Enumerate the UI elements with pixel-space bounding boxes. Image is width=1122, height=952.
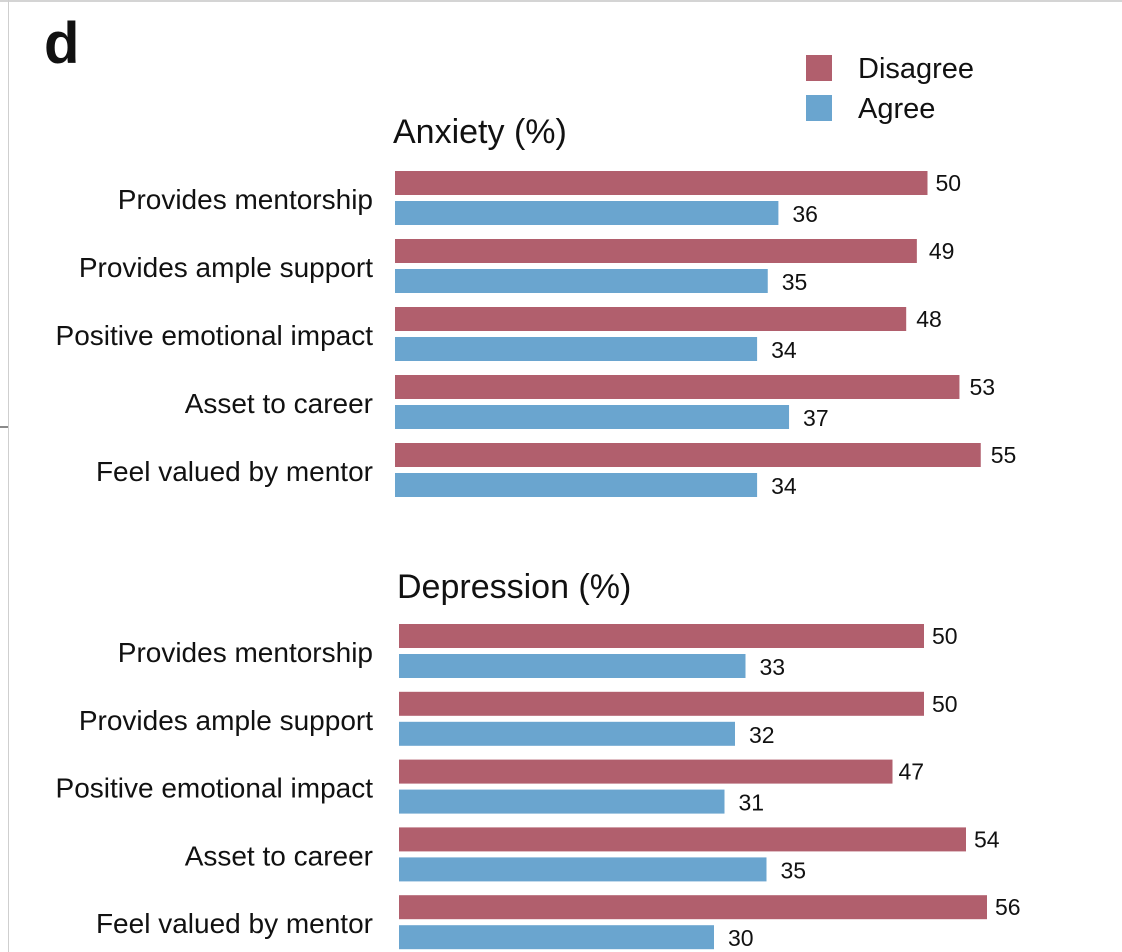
depression-bar-disagree — [399, 827, 966, 852]
left-tick-mark — [0, 426, 8, 428]
anxiety-bar-disagree — [395, 443, 981, 467]
anxiety-category-label: Provides mentorship — [118, 184, 373, 215]
left-border — [8, 0, 9, 952]
anxiety-data-label-agree: 35 — [782, 269, 808, 295]
depression-data-label-agree: 31 — [739, 790, 765, 816]
legend-label-disagree: Disagree — [858, 53, 974, 85]
anxiety-bar-disagree — [395, 171, 928, 195]
depression-bar-agree — [399, 721, 735, 746]
depression-category-label: Feel valued by mentor — [96, 908, 373, 939]
anxiety-bar-disagree — [395, 307, 907, 331]
anxiety-data-label-disagree: 49 — [929, 238, 955, 264]
anxiety-bar-agree — [395, 405, 790, 429]
depression-data-label-agree: 30 — [728, 925, 754, 951]
anxiety-bar-disagree — [395, 375, 960, 399]
depression-bar-agree — [399, 925, 714, 950]
anxiety-category-label: Positive emotional impact — [56, 320, 374, 351]
anxiety-category-label: Asset to career — [185, 388, 373, 419]
depression-bar-disagree — [399, 895, 987, 920]
legend-swatch-agree — [806, 95, 832, 121]
top-border — [0, 0, 1122, 2]
depression-data-label-disagree: 56 — [995, 894, 1021, 920]
depression-bar-disagree — [399, 691, 924, 716]
panel-label: d — [44, 11, 80, 76]
depression-data-label-agree: 32 — [749, 722, 775, 748]
anxiety-bar-agree — [395, 269, 768, 293]
depression-bar-disagree — [399, 624, 924, 648]
anxiety-chart-title: Anxiety (%) — [393, 113, 567, 151]
anxiety-bar-agree — [395, 201, 779, 225]
depression-data-label-agree: 33 — [760, 654, 786, 680]
anxiety-bar-disagree — [395, 239, 917, 263]
anxiety-data-label-agree: 37 — [803, 405, 829, 431]
anxiety-data-label-disagree: 48 — [916, 306, 942, 332]
legend-swatch-disagree — [806, 55, 832, 81]
anxiety-data-label-agree: 36 — [792, 201, 818, 227]
anxiety-category-label: Provides ample support — [79, 252, 373, 283]
depression-bar-agree — [399, 654, 746, 678]
depression-bar-agree — [399, 857, 767, 882]
depression-bar-disagree — [399, 759, 893, 784]
depression-bar-agree — [399, 789, 725, 814]
anxiety-data-label-disagree: 55 — [991, 442, 1017, 468]
depression-category-label: Provides ample support — [79, 705, 373, 736]
anxiety-data-label-agree: 34 — [771, 473, 797, 499]
depression-data-label-disagree: 54 — [974, 826, 1000, 852]
anxiety-bar-agree — [395, 473, 758, 497]
depression-data-label-disagree: 47 — [899, 759, 925, 785]
depression-category-label: Provides mentorship — [118, 637, 373, 668]
depression-category-label: Asset to career — [185, 840, 373, 871]
anxiety-category-label: Feel valued by mentor — [96, 456, 373, 487]
depression-data-label-disagree: 50 — [932, 623, 958, 649]
anxiety-data-label-disagree: 50 — [936, 170, 962, 196]
anxiety-bar-agree — [395, 337, 758, 361]
anxiety-data-label-agree: 34 — [771, 337, 797, 363]
depression-data-label-disagree: 50 — [932, 691, 958, 717]
anxiety-data-label-disagree: 53 — [969, 374, 995, 400]
depression-chart-title: Depression (%) — [397, 568, 631, 606]
depression-category-label: Positive emotional impact — [56, 773, 374, 804]
legend-label-agree: Agree — [858, 93, 935, 125]
depression-data-label-agree: 35 — [781, 857, 807, 883]
